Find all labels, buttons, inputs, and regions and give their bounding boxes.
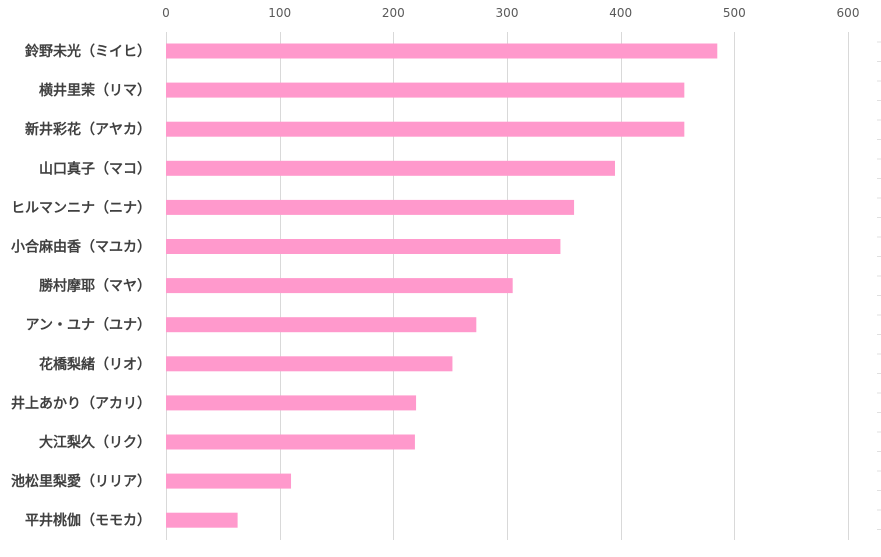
x-tick-label: 200 [382, 6, 405, 20]
category-label: 鈴野未光（ミイヒ） [25, 43, 151, 60]
category-label: 大江梨久（リク） [39, 434, 151, 451]
x-tick-label: 400 [609, 6, 632, 20]
bar [166, 160, 615, 176]
bar [166, 43, 718, 59]
category-label: 山口真子（マコ） [39, 160, 151, 177]
x-tick-label: 600 [837, 6, 860, 20]
x-tick-label: 500 [723, 6, 746, 20]
category-label: 勝村摩耶（マヤ） [39, 278, 151, 295]
bar [166, 317, 477, 333]
category-label: 新井彩花（アヤカ） [25, 121, 151, 138]
category-label: 花橋梨緒（リオ） [39, 356, 151, 373]
bar [166, 434, 415, 450]
bar [166, 356, 453, 372]
bar [166, 199, 575, 215]
bar [166, 395, 417, 411]
category-label: ヒルマンニナ（ニナ） [11, 200, 151, 216]
bar [166, 278, 513, 294]
bar [166, 473, 292, 489]
x-tick-label: 0 [162, 6, 170, 20]
x-tick-label: 300 [496, 6, 519, 20]
x-tick-label: 100 [268, 6, 291, 20]
category-label: 平井桃伽（モモカ） [25, 512, 151, 529]
category-label: 井上あかり（アカリ） [11, 395, 151, 412]
category-label: 横井里茉（リマ） [39, 82, 151, 99]
bar [166, 121, 685, 137]
bar [166, 512, 238, 528]
category-label: 池松里梨愛（リリア） [11, 473, 151, 490]
bar [166, 82, 685, 98]
category-label: アン・ユナ（ユナ） [26, 318, 151, 334]
bar [166, 239, 561, 254]
category-label: 小合麻由香（マユカ） [11, 239, 151, 256]
